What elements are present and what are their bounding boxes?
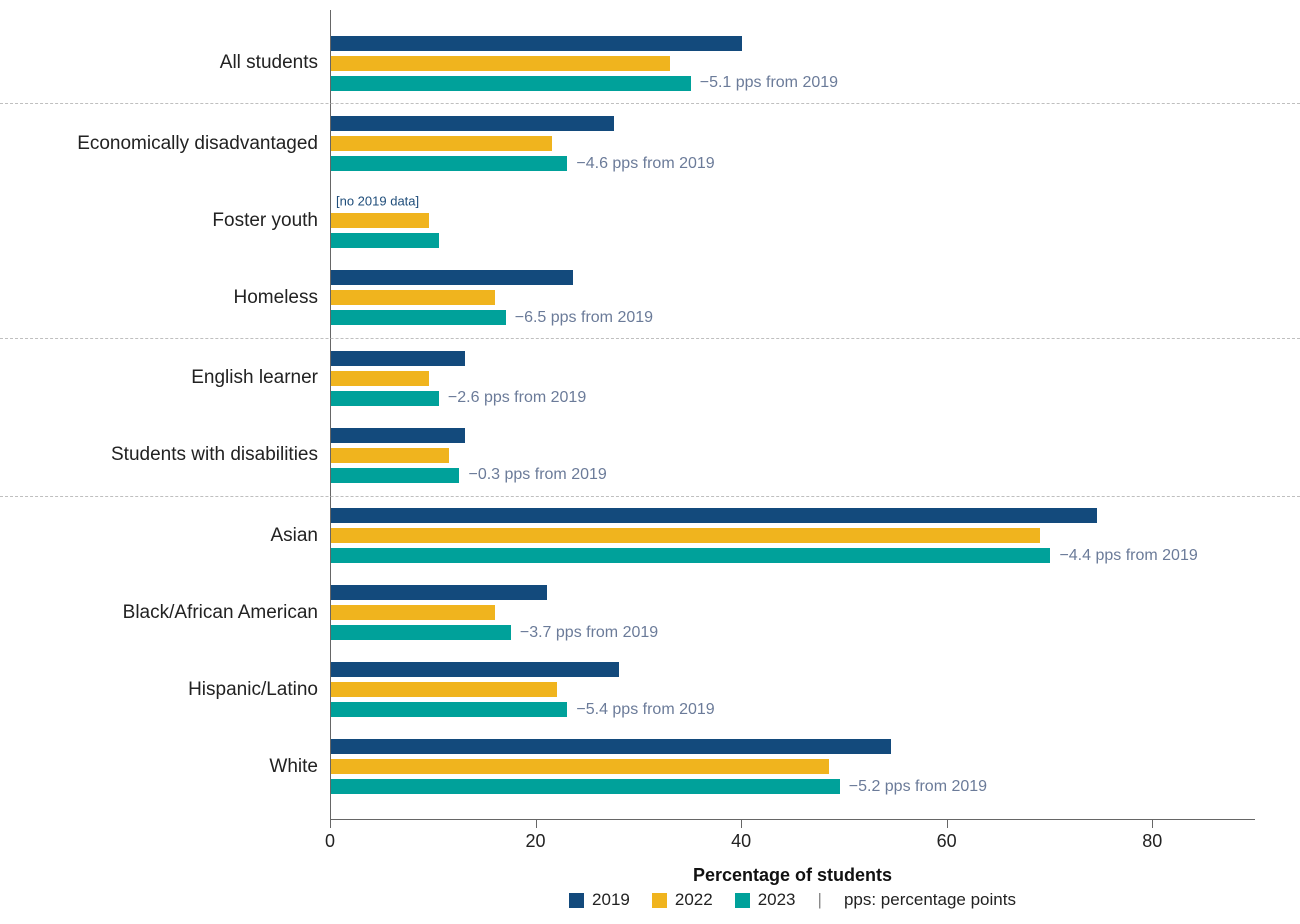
legend: 2019 2022 2023 | pps: percentage points (330, 890, 1255, 910)
legend-swatch-2022 (652, 893, 667, 908)
bar-y2023 (331, 76, 691, 91)
legend-extra-text: pps: percentage points (844, 890, 1016, 910)
bar-y2023 (331, 779, 840, 794)
change-annotation: −2.6 pps from 2019 (448, 389, 586, 407)
legend-label-2023: 2023 (758, 890, 796, 910)
chart-container: Percentage of students 0 20 40 60 80 All stud… (0, 0, 1300, 924)
legend-item-2019: 2019 (569, 890, 630, 910)
x-tick-label: 20 (526, 831, 546, 852)
plot-area: Percentage of students 020406080All stud… (330, 10, 1255, 820)
bar-y2019 (331, 662, 619, 677)
bar-y2023 (331, 391, 439, 406)
category-label: Hispanic/Latino (188, 679, 318, 701)
change-annotation: −5.4 pps from 2019 (576, 701, 714, 719)
category-label: All students (220, 52, 318, 74)
category-label: Black/African American (123, 602, 318, 624)
bar-y2019 (331, 508, 1097, 523)
bar-y2019 (331, 739, 891, 754)
legend-swatch-2023 (735, 893, 750, 908)
change-annotation: −3.7 pps from 2019 (520, 624, 658, 642)
bar-y2023 (331, 310, 506, 325)
bar-y2019 (331, 116, 614, 131)
bar-y2019 (331, 585, 547, 600)
bar-y2022 (331, 528, 1040, 543)
x-tick (741, 820, 742, 828)
bar-y2019 (331, 36, 742, 51)
missing-data-note: [no 2019 data] (336, 193, 419, 208)
change-annotation: −4.4 pps from 2019 (1059, 547, 1197, 565)
category-label: Students with disabilities (111, 444, 318, 466)
x-tick (947, 820, 948, 828)
category-label: Homeless (234, 287, 318, 309)
x-tick (536, 820, 537, 828)
change-annotation: −5.1 pps from 2019 (700, 74, 838, 92)
bar-y2019 (331, 428, 465, 443)
change-annotation: −4.6 pps from 2019 (576, 155, 714, 173)
x-tick (330, 820, 331, 828)
category-label: White (269, 756, 318, 778)
bar-y2022 (331, 136, 552, 151)
x-axis-title: Percentage of students (693, 865, 892, 886)
x-tick-label: 0 (325, 831, 335, 852)
legend-item-2023: 2023 (735, 890, 796, 910)
bar-y2023 (331, 548, 1050, 563)
change-annotation: −0.3 pps from 2019 (468, 466, 606, 484)
legend-label-2022: 2022 (675, 890, 713, 910)
legend-item-2022: 2022 (652, 890, 713, 910)
legend-separator: | (818, 890, 822, 910)
bar-y2022 (331, 759, 829, 774)
x-tick-label: 60 (937, 831, 957, 852)
category-label: English learner (191, 367, 318, 389)
category-label: Economically disadvantaged (77, 133, 318, 155)
group-divider (0, 103, 1300, 104)
legend-label-2019: 2019 (592, 890, 630, 910)
bar-y2023 (331, 625, 511, 640)
bar-y2023 (331, 156, 567, 171)
bar-y2022 (331, 213, 429, 228)
group-divider (0, 338, 1300, 339)
bar-y2022 (331, 682, 557, 697)
bar-y2019 (331, 351, 465, 366)
x-tick-label: 80 (1142, 831, 1162, 852)
bar-y2022 (331, 290, 495, 305)
legend-swatch-2019 (569, 893, 584, 908)
x-tick (1152, 820, 1153, 828)
category-label: Foster youth (212, 210, 318, 232)
change-annotation: −6.5 pps from 2019 (515, 309, 653, 327)
bar-y2022 (331, 448, 449, 463)
y-axis-line (330, 10, 331, 820)
bar-y2019 (331, 270, 573, 285)
bar-y2022 (331, 56, 670, 71)
bar-y2023 (331, 702, 567, 717)
x-axis-line (330, 819, 1255, 820)
bar-y2023 (331, 468, 459, 483)
bar-y2023 (331, 233, 439, 248)
group-divider (0, 496, 1300, 497)
bar-y2022 (331, 605, 495, 620)
bar-y2022 (331, 371, 429, 386)
change-annotation: −5.2 pps from 2019 (849, 778, 987, 796)
category-label: Asian (270, 525, 318, 547)
x-tick-label: 40 (731, 831, 751, 852)
